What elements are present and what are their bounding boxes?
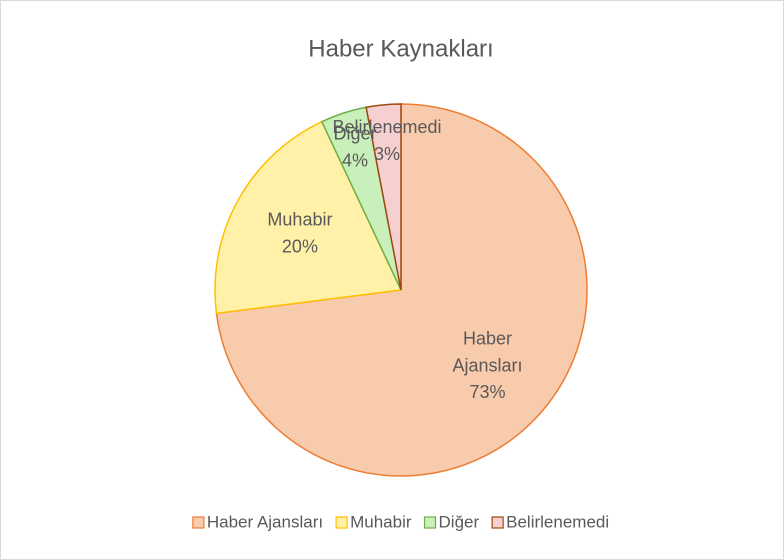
pie-slice — [365, 103, 402, 291]
data-label-name: Haber Ajansları — [452, 328, 522, 375]
data-label-value: 73% — [469, 382, 505, 402]
data-label-value: 4% — [342, 151, 368, 171]
legend-label: Haber Ajansları — [207, 512, 323, 531]
legend-swatch — [335, 516, 348, 529]
data-label-name: Belirlenemedi — [332, 117, 441, 137]
data-label-name: Muhabir — [267, 210, 332, 230]
data-label-value: 20% — [282, 237, 318, 257]
legend-swatch — [423, 516, 437, 529]
pie-slice — [214, 120, 403, 315]
legend-label: Belirlenemedi — [506, 512, 609, 531]
legend: Haber Ajansları Muhabir Diğer Belirlenemedi — [192, 512, 609, 531]
legend-swatch — [192, 516, 205, 529]
legend-swatch — [491, 516, 504, 529]
data-label-name: Diğer — [334, 124, 377, 144]
chart-title: Haber Kaynakları — [308, 35, 493, 62]
data-label-value: 3% — [374, 144, 400, 164]
legend-label: Diğer — [439, 512, 480, 531]
legend-label: Muhabir — [350, 512, 412, 531]
